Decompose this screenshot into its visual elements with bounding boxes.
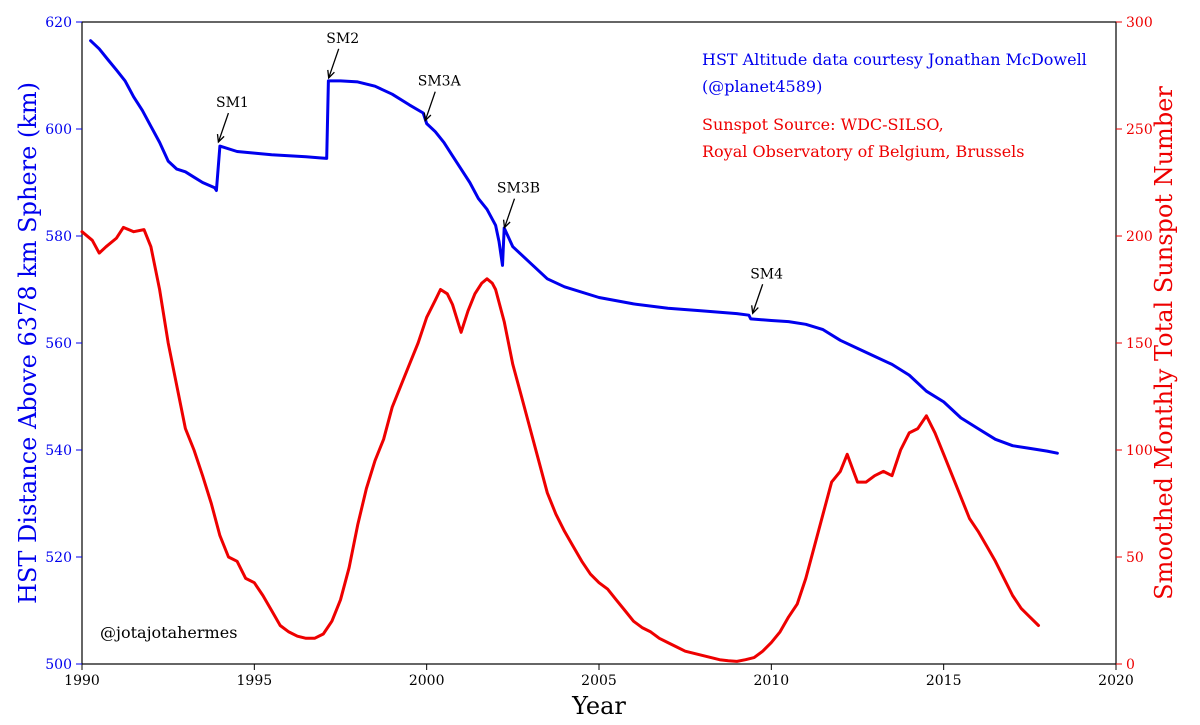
y-left-axis-title: HST Distance Above 6378 km Sphere (km): [14, 82, 42, 604]
x-tick-label: 2010: [754, 673, 790, 689]
author-handle: @jotajotahermes: [100, 623, 237, 642]
y-right-tick-label: 150: [1126, 336, 1153, 352]
y-right-tick-label: 100: [1126, 443, 1153, 459]
sunspot-source-line1: Sunspot Source: WDC-SILSO,: [702, 115, 944, 134]
altitude-series-line: [89, 39, 1059, 455]
sunspot-series-line: [80, 225, 1040, 663]
plot-frame: [81, 21, 1117, 665]
annotation-arrow: [424, 91, 436, 121]
y-left-tick-label: 500: [45, 657, 72, 673]
annotation-arrowhead: [502, 219, 511, 230]
annotation-arrow: [328, 48, 340, 79]
y-right-tick-label: 200: [1126, 229, 1153, 245]
y-left-tick-label: 520: [45, 550, 72, 566]
y-right-tick-label: 50: [1126, 550, 1144, 566]
annotation-arrowhead: [327, 69, 335, 80]
annotation-arrowhead: [216, 134, 225, 144]
annotation-arrowhead: [751, 305, 759, 315]
annotation-arrow: [752, 284, 764, 314]
x-tick-label: 2000: [409, 673, 445, 689]
x-tick-label: 1990: [64, 673, 100, 689]
y-left-tick-label: 560: [45, 336, 72, 352]
x-tick-label: 2020: [1098, 673, 1134, 689]
annotation-label: SM2: [326, 31, 359, 47]
y-right-axis-title: Smoothed Monthly Total Sunspot Number: [1150, 86, 1178, 600]
x-tick-label: 2005: [581, 673, 617, 689]
x-tick-label: 1995: [237, 673, 273, 689]
annotation-label: SM3B: [497, 181, 540, 197]
x-tick-label: 2015: [926, 673, 962, 689]
annotation-layer: SM1 SM2 SM3A SM3B SM4: [216, 31, 783, 315]
y-right-tick-label: 0: [1126, 657, 1135, 673]
annotation-arrow: [217, 112, 230, 143]
y-right-tick-label: 250: [1126, 122, 1153, 138]
annotation-arrowhead: [423, 112, 432, 122]
y-left-tick-label: 580: [45, 229, 72, 245]
y-left-tick-label: 540: [45, 443, 72, 459]
y-left-tick-label: 600: [45, 122, 72, 138]
annotation-label: SM4: [750, 266, 783, 282]
y-right-tick-label: 300: [1126, 15, 1153, 31]
series-layer: [80, 39, 1059, 663]
annotation-label: SM1: [216, 95, 249, 111]
altitude-credit-line2: (@planet4589): [702, 77, 822, 96]
annotation-label: SM3A: [418, 74, 462, 90]
axes-layer: 1990 1995 2000 2005 2010 2015 2020500520540560…: [45, 15, 1152, 689]
sunspot-source-line2: Royal Observatory of Belgium, Brussels: [702, 142, 1024, 161]
altitude-credit-line1: HST Altitude data courtesy Jonathan McDo…: [702, 50, 1087, 69]
y-left-tick-label: 620: [45, 15, 72, 31]
annotation-arrow: [503, 198, 516, 228]
x-axis-title: Year: [571, 692, 626, 720]
